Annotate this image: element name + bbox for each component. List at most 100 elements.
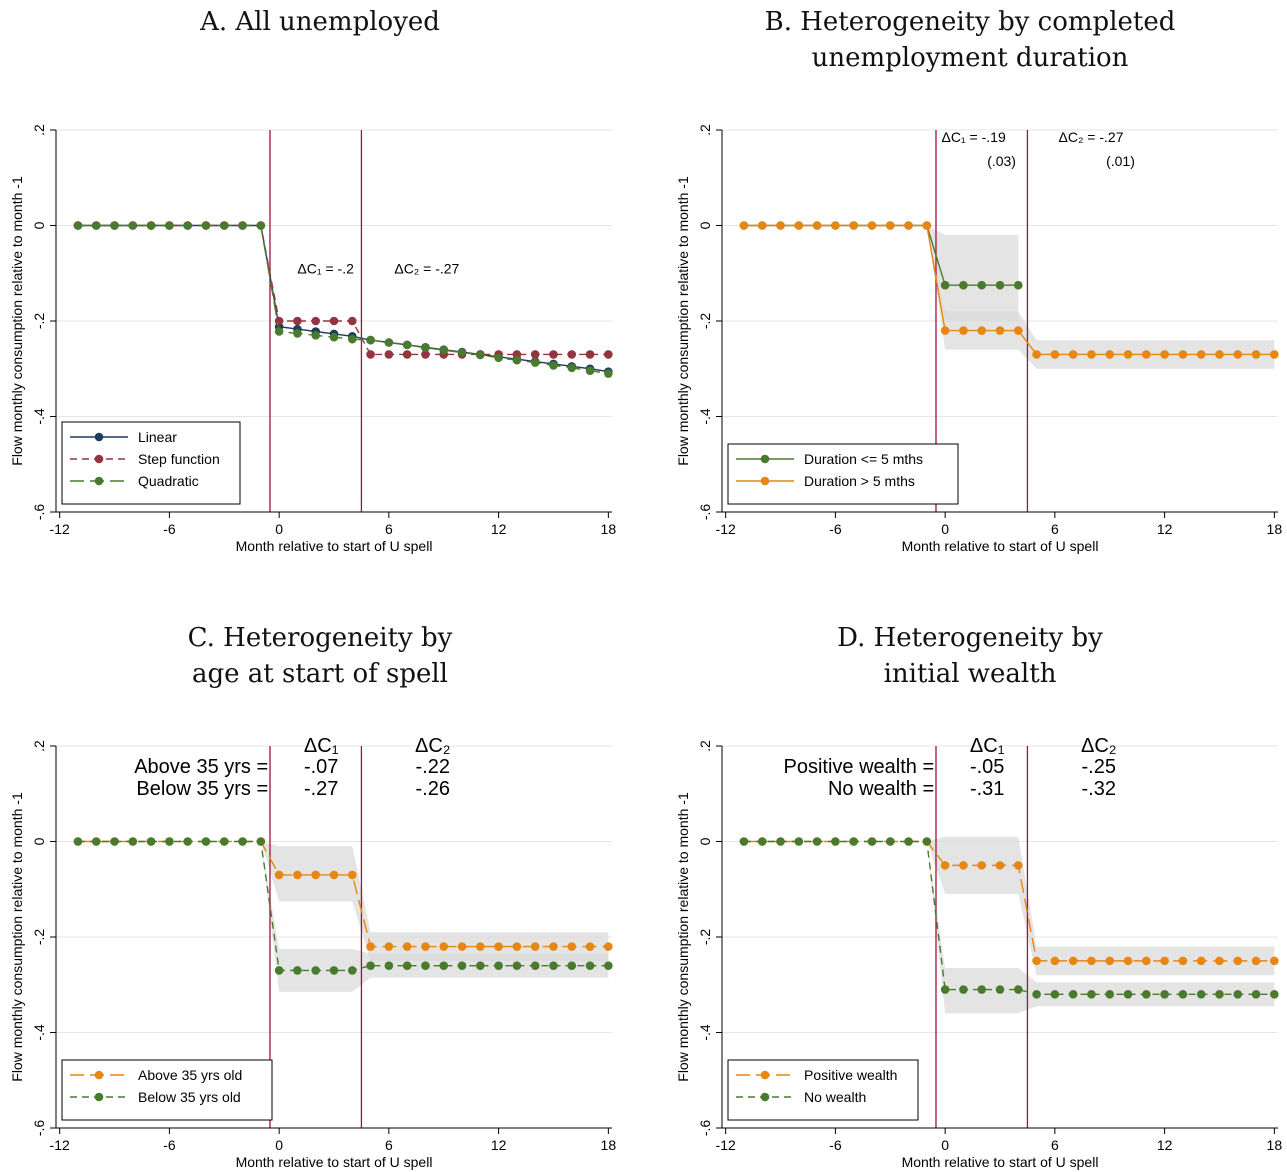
data-point xyxy=(165,837,174,846)
legend-label: Positive wealth xyxy=(804,1067,897,1083)
data-point xyxy=(959,326,968,335)
legend-label: Step function xyxy=(138,451,220,467)
data-point xyxy=(476,942,485,951)
data-point xyxy=(1215,350,1224,359)
data-point xyxy=(1196,990,1206,999)
y-tick-label: 0 xyxy=(31,837,47,845)
data-point xyxy=(794,837,804,846)
table-row-label: No wealth = xyxy=(828,778,934,800)
data-point xyxy=(201,221,211,230)
x-axis-label: Month relative to start of U spell xyxy=(236,538,433,554)
legend-marker xyxy=(94,476,104,486)
table-value: -.26 xyxy=(416,778,450,800)
confidence-band xyxy=(926,225,1019,321)
data-point xyxy=(366,335,375,345)
data-point xyxy=(585,366,595,375)
data-point xyxy=(1013,861,1023,870)
data-point xyxy=(384,350,394,359)
x-tick-label: 0 xyxy=(941,1137,949,1153)
data-point xyxy=(867,221,877,230)
data-point xyxy=(384,338,394,347)
data-point xyxy=(567,961,577,970)
legend: Positive wealth No wealth xyxy=(727,1059,919,1121)
x-tick-label: 6 xyxy=(385,1137,393,1153)
data-point xyxy=(384,961,394,970)
data-point xyxy=(549,961,558,970)
data-point xyxy=(347,870,357,880)
data-point xyxy=(110,837,119,846)
data-point xyxy=(940,985,950,994)
x-tick-label: -6 xyxy=(163,521,176,537)
data-point xyxy=(959,985,968,994)
y-tick-label: -.2 xyxy=(697,929,713,946)
table-row-label: Positive wealth = xyxy=(784,756,935,778)
y-tick-label: -.2 xyxy=(31,929,47,946)
data-point xyxy=(421,343,430,353)
legend-box xyxy=(727,443,959,505)
y-axis-label: Flow monthly consumption relative to mon… xyxy=(9,792,25,1082)
data-point xyxy=(494,942,503,951)
y-tick-label: -.2 xyxy=(697,313,713,330)
series-2 xyxy=(739,221,1279,359)
data-point xyxy=(73,837,83,846)
data-point xyxy=(201,837,211,846)
data-point xyxy=(885,221,895,230)
data-point xyxy=(995,280,1005,290)
data-point xyxy=(1251,350,1261,359)
annotation: ΔC₁ = -.2 xyxy=(297,260,354,276)
data-point xyxy=(1105,350,1115,359)
data-point xyxy=(1196,350,1206,359)
x-tick-label: 18 xyxy=(601,521,617,537)
data-point xyxy=(977,280,987,290)
data-point xyxy=(922,221,932,230)
data-point xyxy=(402,942,412,951)
legend-label: Linear xyxy=(138,429,177,445)
data-point xyxy=(739,837,749,846)
data-point xyxy=(1013,985,1023,994)
legend-label: Above 35 yrs old xyxy=(138,1067,242,1083)
legend-box xyxy=(61,421,241,505)
data-point xyxy=(1142,350,1151,359)
data-point xyxy=(604,961,613,970)
y-tick-label: -.6 xyxy=(31,504,47,521)
data-point xyxy=(256,837,266,846)
data-point xyxy=(530,961,540,970)
annotation: (.03) xyxy=(987,153,1016,169)
confidence-band xyxy=(926,836,1275,976)
data-point xyxy=(567,363,577,373)
data-point xyxy=(1233,956,1243,966)
data-point xyxy=(604,369,613,378)
data-point xyxy=(867,837,877,846)
x-axis-label: Month relative to start of U spell xyxy=(902,1154,1099,1170)
y-axis-label: Flow monthly consumption relative to mon… xyxy=(9,176,25,466)
data-point xyxy=(1087,956,1096,966)
data-point xyxy=(402,961,412,970)
series-2 xyxy=(73,837,613,975)
table-value: -.07 xyxy=(304,756,338,778)
data-point xyxy=(1233,990,1243,999)
data-point xyxy=(311,870,321,880)
data-point xyxy=(1068,350,1078,359)
data-point xyxy=(1270,350,1279,359)
data-point xyxy=(904,221,913,230)
data-point xyxy=(995,861,1005,870)
data-point xyxy=(1050,956,1060,966)
data-point xyxy=(1068,990,1078,999)
x-tick-label: 0 xyxy=(275,1137,283,1153)
data-point xyxy=(183,837,192,846)
data-point xyxy=(219,221,229,230)
table-header: ΔC₂ xyxy=(415,735,451,757)
y-tick-label: 0 xyxy=(31,221,47,229)
y-tick-label: -.4 xyxy=(31,1024,47,1041)
data-point xyxy=(1160,990,1169,999)
data-point xyxy=(347,316,357,326)
data-point xyxy=(1215,956,1224,966)
x-tick-label: 12 xyxy=(1157,521,1173,537)
series-2 xyxy=(739,837,1279,999)
data-point xyxy=(329,966,339,975)
x-axis-label: Month relative to start of U spell xyxy=(236,1154,433,1170)
y-tick-label: -.6 xyxy=(31,1120,47,1137)
data-point xyxy=(476,350,485,360)
data-point xyxy=(776,221,785,230)
